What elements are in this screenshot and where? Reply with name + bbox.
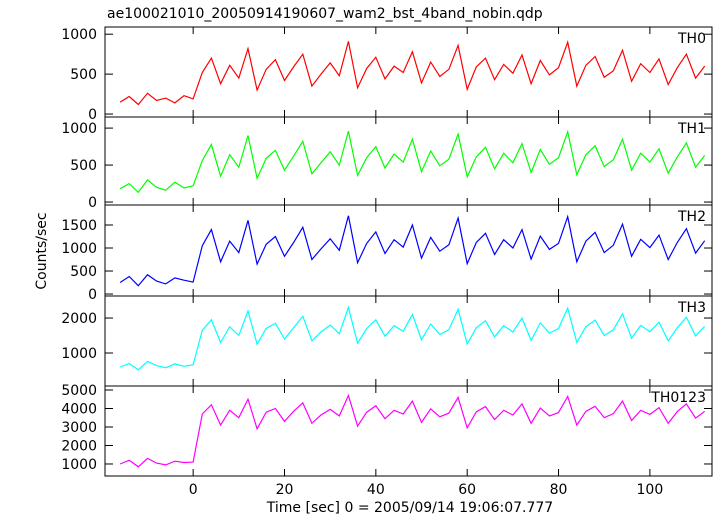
panel-frame bbox=[104, 26, 713, 118]
y-tick-label: 2000 bbox=[61, 438, 97, 454]
y-tick-label: 0 bbox=[88, 287, 97, 303]
series-line bbox=[119, 39, 706, 106]
x-tick-label: 100 bbox=[637, 482, 664, 498]
y-tick-label: 0 bbox=[88, 195, 97, 211]
x-tick-label: 80 bbox=[550, 482, 568, 498]
panel-frame bbox=[104, 116, 713, 206]
y-tick-label: 5000 bbox=[61, 383, 97, 399]
y-tick-label: 1000 bbox=[61, 241, 97, 257]
y-tick-label: 1500 bbox=[61, 218, 97, 234]
x-tick-label: 40 bbox=[367, 482, 385, 498]
panel-frame bbox=[104, 204, 713, 297]
series-line bbox=[119, 129, 706, 194]
x-axis-label: Time [sec] 0 = 2005/09/14 19:06:07.777 bbox=[266, 500, 553, 516]
y-tick-label: 1000 bbox=[61, 27, 97, 43]
y-tick-label: 0 bbox=[88, 107, 97, 123]
series-label: TH2 bbox=[677, 209, 706, 225]
x-tick-label: 60 bbox=[458, 482, 476, 498]
series-label: TH0123 bbox=[650, 390, 706, 406]
x-tick-label: 0 bbox=[189, 482, 198, 498]
series-label: TH3 bbox=[677, 300, 706, 316]
y-tick-label: 1000 bbox=[61, 457, 97, 473]
x-tick-label: 20 bbox=[276, 482, 294, 498]
y-tick-label: 1000 bbox=[61, 346, 97, 362]
y-tick-label: 500 bbox=[70, 67, 97, 83]
y-tick-label: 1000 bbox=[61, 121, 97, 137]
chart-title: ae100021010_20050914190607_wam2_bst_4ban… bbox=[107, 6, 543, 22]
y-tick-label: 2000 bbox=[61, 311, 97, 327]
series-label: TH0 bbox=[677, 31, 706, 47]
y-tick-label: 4000 bbox=[61, 401, 97, 417]
panel-frame bbox=[104, 295, 713, 387]
series-label: TH1 bbox=[677, 121, 706, 137]
series-line bbox=[119, 393, 706, 468]
series-line bbox=[119, 214, 706, 287]
series-line bbox=[119, 305, 706, 371]
y-tick-label: 500 bbox=[70, 264, 97, 280]
y-tick-label: 500 bbox=[70, 158, 97, 174]
y-tick-label: 3000 bbox=[61, 420, 97, 436]
panel-frame bbox=[104, 385, 713, 477]
y-axis-label: Counts/sec bbox=[34, 212, 50, 289]
